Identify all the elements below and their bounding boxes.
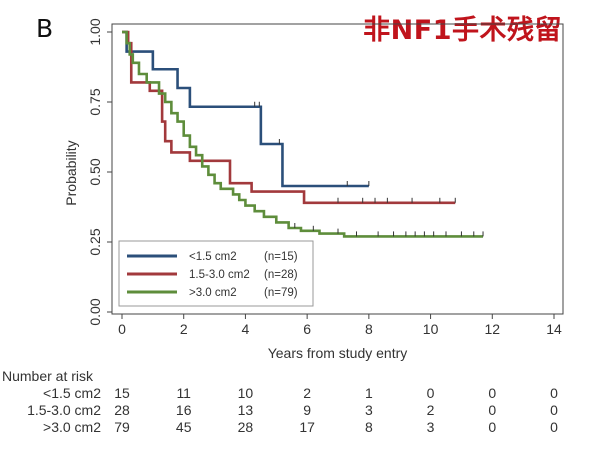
y-tick-label: 0.75 (87, 88, 103, 115)
plot-frame (111, 23, 564, 315)
x-tick-label: 8 (365, 321, 373, 337)
legend-n-label: (n=79) (264, 287, 298, 299)
risk-count: 1 (365, 385, 373, 401)
risk-count: 79 (114, 419, 130, 435)
risk-count: 11 (176, 385, 191, 401)
risk-count: 8 (365, 419, 373, 435)
legend-n-label: (n=15) (264, 251, 298, 263)
risk-count: 28 (114, 402, 130, 418)
survival-curves (122, 30, 484, 238)
risk-row-label: 1.5-3.0 cm2 (27, 402, 101, 418)
x-tick-label: 14 (546, 321, 562, 337)
risk-count: 2 (427, 402, 435, 418)
risk-count: 0 (427, 385, 435, 401)
legend-label: <1.5 cm2 (189, 251, 237, 263)
series-2 (122, 30, 484, 238)
survival-curve-line (122, 30, 369, 188)
y-axis-title: Probability (63, 140, 79, 205)
x-tick-label: 12 (484, 321, 500, 337)
risk-count: 13 (238, 402, 254, 418)
panel-label: B (36, 14, 54, 43)
risk-count: 9 (303, 402, 311, 418)
risk-table-title: Number at risk (2, 368, 94, 384)
risk-count: 0 (488, 419, 496, 435)
legend: <1.5 cm2 (n=15) 1.5-3.0 cm2 (n=28) >3.0 cm2 (… (118, 240, 314, 307)
survival-curve-line (122, 30, 456, 205)
x-tick-label: 2 (180, 321, 188, 337)
risk-count: 45 (176, 419, 192, 435)
y-tick-label: 0.00 (87, 298, 103, 325)
risk-count: 0 (488, 385, 496, 401)
y-tick-label: 0.25 (87, 228, 103, 255)
x-tick-label: 6 (303, 321, 311, 337)
risk-count: 0 (550, 385, 558, 401)
survival-curve-line (122, 30, 484, 238)
x-tick-label: 10 (423, 321, 439, 337)
header-title: 非NF1手术残留 (363, 15, 562, 46)
x-axis-title: Years from study entry (268, 345, 408, 361)
risk-count: 28 (238, 419, 254, 435)
risk-count: 3 (365, 402, 373, 418)
axes: 0.00 0.25 0.50 0.75 1.00 0 2 4 6 8 10 12 14 Years fro… (63, 18, 564, 361)
risk-count: 10 (238, 385, 254, 401)
legend-label: >3.0 cm2 (189, 287, 237, 299)
risk-table: Number at risk<1.5 cm2 15 11 10 2 1 0 0 01.5-3.0… (2, 368, 558, 435)
risk-count: 3 (427, 419, 435, 435)
legend-label: 1.5-3.0 cm2 (189, 269, 250, 281)
x-tick-label: 0 (118, 321, 126, 337)
risk-count: 15 (114, 385, 130, 401)
risk-row-label: >3.0 cm2 (43, 419, 101, 435)
risk-count: 0 (488, 402, 496, 418)
risk-count: 2 (303, 385, 311, 401)
series-0 (122, 30, 370, 188)
risk-row-label: <1.5 cm2 (43, 385, 101, 401)
risk-count: 0 (550, 402, 558, 418)
risk-count: 16 (176, 402, 192, 418)
y-tick-label: 0.50 (87, 158, 103, 185)
series-1 (122, 30, 456, 205)
legend-n-label: (n=28) (264, 269, 298, 281)
x-tick-label: 4 (242, 321, 250, 337)
risk-count: 17 (299, 419, 315, 435)
risk-count: 0 (550, 419, 558, 435)
y-tick-label: 1.00 (87, 18, 103, 45)
